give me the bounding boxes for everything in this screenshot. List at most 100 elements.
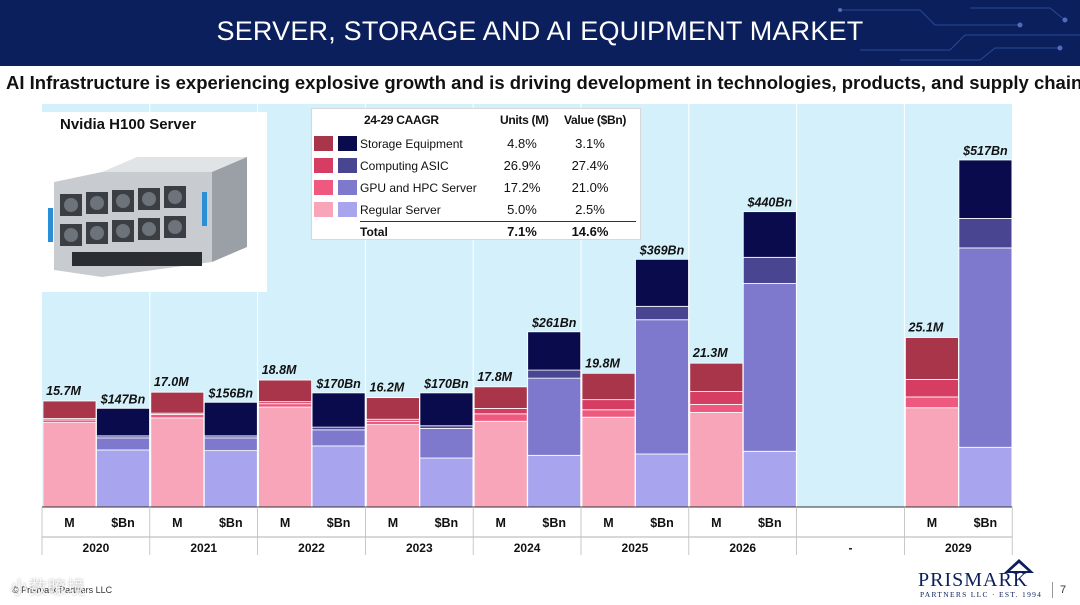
value-total-label: $156Bn xyxy=(208,386,254,400)
value-bar-computing-asic xyxy=(742,256,797,284)
year-label: 2022 xyxy=(298,541,325,555)
value-bar-computing-asic xyxy=(419,425,474,429)
units-total-label: 18.8M xyxy=(262,363,297,377)
value-bar-regular-server xyxy=(311,445,366,508)
value-bar-storage-equipment xyxy=(958,159,1013,219)
legend-units-cagr: 4.8% xyxy=(507,136,537,151)
value-bar-gpu-hpc-server xyxy=(311,429,366,447)
page-separator xyxy=(1052,582,1053,598)
value-bar-computing-asic xyxy=(311,426,366,431)
year-label: 2021 xyxy=(190,541,217,555)
value-bar-computing-asic xyxy=(527,369,582,379)
logo-name: PRISMARK xyxy=(918,569,1029,591)
server-image-label: Nvidia H100 Server xyxy=(60,116,196,133)
value-bar-storage-equipment xyxy=(203,401,258,437)
legend-value-header: Value ($Bn) xyxy=(564,113,627,127)
value-bar-storage-equipment xyxy=(419,392,474,427)
legend-row-total: Total 7.1% 14.6% xyxy=(312,222,640,244)
legend-swatch-value xyxy=(338,202,357,217)
value-bar-regular-server xyxy=(958,446,1013,508)
year-label: 2026 xyxy=(729,541,756,555)
units-axis-label: M xyxy=(495,516,505,530)
logo-subtitle: PARTNERS LLC · EST. 1994 xyxy=(920,590,1043,599)
legend-units-cagr: 26.9% xyxy=(503,158,541,173)
value-total-label: $170Bn xyxy=(315,377,361,391)
units-bar-gpu-hpc-server xyxy=(365,420,420,426)
units-bar-storage-equipment xyxy=(258,379,313,403)
value-bar-gpu-hpc-server xyxy=(742,283,797,452)
legend-label: Regular Server xyxy=(360,203,441,217)
value-total-label: $369Bn xyxy=(639,243,685,257)
axis-table-bg xyxy=(42,507,1013,555)
units-bar-computing-asic xyxy=(473,408,528,415)
units-bar-storage-equipment xyxy=(581,372,636,401)
units-bar-storage-equipment xyxy=(473,386,528,409)
units-total-label: 17.8M xyxy=(477,370,512,384)
legend-swatch-value xyxy=(338,136,357,151)
value-bar-regular-server xyxy=(203,450,258,508)
units-total-label: 16.2M xyxy=(370,381,405,395)
units-bar-regular-server xyxy=(473,420,528,508)
units-bar-regular-server xyxy=(365,424,420,508)
value-bar-storage-equipment xyxy=(527,331,582,371)
units-bar-gpu-hpc-server xyxy=(150,414,205,419)
bar-layer xyxy=(42,159,1013,508)
legend-total-value: 14.6% xyxy=(571,224,609,239)
watermark-text: 小数瞭境 xyxy=(10,578,86,598)
units-total-label: 21.3M xyxy=(692,346,728,360)
units-bar-gpu-hpc-server xyxy=(473,413,528,422)
copyright-text: © Prismark Partners LLC xyxy=(12,585,113,595)
legend-swatch-value xyxy=(338,158,357,173)
legend-swatch-units xyxy=(314,180,333,195)
value-bar-gpu-hpc-server xyxy=(203,437,258,452)
legend-units-header: Units (M) xyxy=(500,113,549,127)
value-bar-regular-server xyxy=(742,450,797,508)
units-bar-storage-equipment xyxy=(42,400,97,419)
value-bar-regular-server xyxy=(635,453,689,508)
units-bar-gpu-hpc-server xyxy=(689,403,744,413)
units-bar-storage-equipment xyxy=(365,397,420,420)
legend-row-regular: Regular Server 5.0% 2.5% xyxy=(312,199,640,221)
year-label: - xyxy=(849,541,853,555)
prismark-logo: PRISMARK PARTNERS LLC · EST. 1994 xyxy=(918,559,1043,601)
units-bar-regular-server xyxy=(689,412,744,508)
value-bar-storage-equipment xyxy=(311,392,366,428)
value-bar-gpu-hpc-server xyxy=(527,377,582,456)
prism-logo-icon xyxy=(1004,559,1034,573)
page-title: SERVER, STORAGE AND AI EQUIPMENT MARKET xyxy=(216,16,864,46)
units-axis-label: M xyxy=(280,516,290,530)
units-total-label: 25.1M xyxy=(908,321,944,335)
value-bar-regular-server xyxy=(419,457,474,508)
legend-heading: 24-29 CAAGR xyxy=(364,113,439,127)
legend-swatch-units xyxy=(314,136,333,151)
units-axis-label: M xyxy=(603,516,613,530)
value-axis-label: $Bn xyxy=(435,516,459,530)
units-bar-computing-asic xyxy=(905,378,959,398)
server-image xyxy=(42,112,267,292)
units-total-label: 17.0M xyxy=(154,375,189,389)
legend-label: Storage Equipment xyxy=(360,137,463,151)
value-axis-label: $Bn xyxy=(758,516,782,530)
units-axis-label: M xyxy=(711,516,721,530)
legend-units-cagr: 17.2% xyxy=(503,180,541,195)
value-axis-label: $Bn xyxy=(327,516,351,530)
value-axis-label: $Bn xyxy=(542,516,566,530)
value-axis-label: $Bn xyxy=(974,516,998,530)
legend-value-cagr: 21.0% xyxy=(571,180,609,195)
year-label: 2025 xyxy=(622,541,649,555)
units-bar-regular-server xyxy=(905,407,959,508)
units-total-label: 19.8M xyxy=(585,356,620,370)
legend-label: Computing ASIC xyxy=(360,159,449,173)
value-bar-gpu-hpc-server xyxy=(96,437,150,451)
legend-row-asic: Computing ASIC 26.9% 27.4% xyxy=(312,155,640,177)
value-axis-label: $Bn xyxy=(111,516,135,530)
units-total-label: 15.7M xyxy=(46,384,81,398)
value-total-label: $170Bn xyxy=(423,377,469,391)
legend-value-cagr: 3.1% xyxy=(575,136,605,151)
year-label: 2020 xyxy=(83,541,110,555)
label-layer: 15.7M $147Bn 17.0M $156Bn 18.8M $170Bn 16.2M $1… xyxy=(46,144,1008,406)
legend-row-gpu: GPU and HPC Server 17.2% 21.0% xyxy=(312,177,640,199)
units-bar-gpu-hpc-server xyxy=(905,396,959,409)
